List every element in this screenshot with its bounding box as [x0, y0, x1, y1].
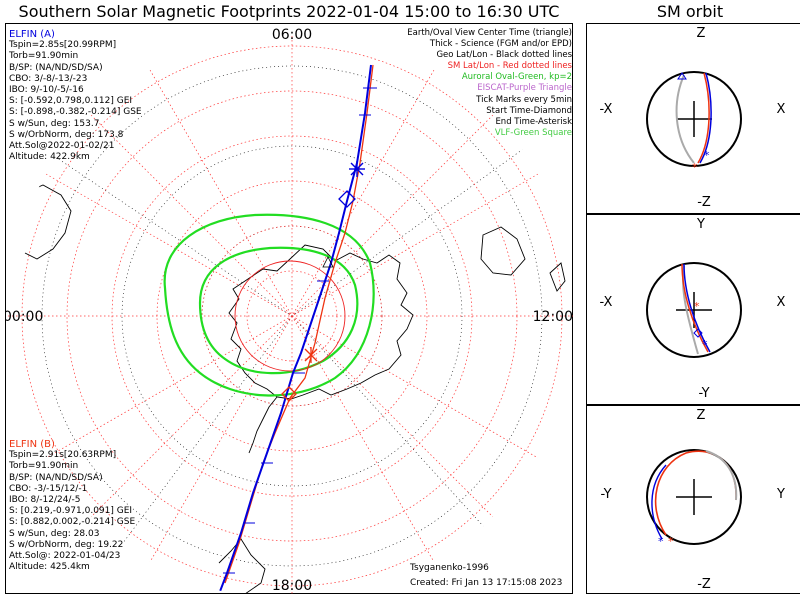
elfin-a-line: S: [-0.898,-0.382,-0.214] GSE	[9, 107, 142, 118]
elfin-a-ticks	[223, 87, 377, 574]
africa-coast	[24, 184, 72, 260]
svg-text:*: *	[704, 149, 710, 162]
svg-text:*: *	[694, 300, 700, 313]
orbit-plot-xy: Y -Y -X X * *	[600, 217, 786, 401]
axis-label-left: -X	[600, 295, 613, 310]
axis-label-top: Z	[697, 408, 706, 423]
axis-label-bottom: -Z	[697, 195, 711, 210]
legend-item: Tick Marks every 5min	[476, 94, 572, 105]
orbit-panel-yz	[586, 405, 800, 594]
legend-item: Geo Lat/Lon - Black dotted lines	[436, 50, 572, 61]
axis-label-left: -X	[600, 102, 613, 117]
footer-author: Tsyganenko-1996	[410, 563, 489, 573]
orbit-plot-yz: Z -Z -Y Y * *	[600, 408, 785, 592]
orbit-panel-xy	[586, 214, 800, 405]
elfin-b-line: Tspin=2.91s[20.63RPM]	[9, 450, 117, 461]
legend-item: Thick - Science (FGM and/or EPD)	[429, 39, 572, 50]
elfin-b-line: Att.Sol@: 2022-01-04/23	[9, 551, 121, 562]
axis-label-top: Y	[696, 217, 705, 232]
elfin-b-start-diamond	[281, 386, 297, 402]
mlt-label-right: 12:00	[533, 309, 573, 325]
footer-created: Created: Fri Jan 13 17:15:08 2023	[410, 578, 563, 588]
legend-item: Start Time-Diamond	[486, 105, 572, 116]
auroral-oval	[163, 213, 375, 397]
elfin-b-name: ELFIN (B)	[9, 439, 55, 450]
elfin-a-line: Att.Sol@2022-01-02/21	[9, 141, 115, 152]
footprint-map: 06:00 18:00 00:00 12:00	[5, 27, 573, 594]
antarctica-coast	[228, 244, 414, 400]
south-america-coast	[218, 538, 266, 594]
axis-label-bottom: -Z	[697, 577, 711, 592]
elfin-a-info: ELFIN (A) Tspin=2.85s[20.99RPM] Torb=91.…	[9, 29, 142, 163]
elfin-a-line: B/SP: (NA/ND/SD/SA)	[9, 62, 103, 73]
legend-item: VLF-Green Square	[494, 127, 572, 138]
svg-text:*: *	[668, 535, 674, 548]
elfin-b-line: S w/OrbNorm, deg: 19.22	[9, 539, 124, 550]
plot-title: Southern Solar Magnetic Footprints 2022-…	[18, 2, 560, 21]
axis-label-left: -Y	[600, 487, 611, 502]
orbit-panel-xz	[586, 23, 800, 214]
orbit-title: SM orbit	[656, 2, 724, 21]
elfin-b-line: S: [0.882,0.002,-0.214] GSE	[9, 517, 136, 528]
new-zealand-coast	[549, 262, 566, 292]
elfin-a-start-diamond	[338, 190, 356, 208]
elfin-b-info: ELFIN (B) Tspin=2.91s[20.63RPM] Torb=91.…	[9, 439, 135, 573]
svg-text:*: *	[658, 535, 664, 548]
elfin-b-line: Altitude: 425.4km	[9, 562, 90, 573]
elfin-b-line: S: [0.219,-0.971,0.091] GEI	[9, 506, 133, 517]
legend-item: EISCAT-Purple Triangle	[477, 83, 572, 94]
elfin-b-line: IBO: 8/-12/24/-5	[9, 495, 81, 506]
elfin-a-line: CBO: 3/-8/-13/-23	[9, 73, 88, 84]
legend-item: Earth/Oval View Center Time (triangle)	[407, 28, 572, 38]
antarctic-peninsula	[248, 396, 278, 454]
elfin-a-line: IBO: 9/-10/-5/-16	[9, 85, 84, 96]
legend-item: SM Lat/Lon - Red dotted lines	[447, 61, 572, 72]
elfin-a-line: S: [-0.592,0.798,0.112] GEI	[9, 96, 133, 107]
svg-text:*: *	[692, 161, 698, 174]
elfin-a-line: Tspin=2.85s[20.99RPM]	[9, 40, 117, 51]
elfin-b-track	[224, 64, 374, 584]
elfin-a-line: S w/Sun, deg: 153.7	[9, 118, 100, 129]
sm-grid	[8, 32, 573, 594]
elfin-b-end-asterisk	[304, 347, 318, 363]
legend-item: Auroral Oval-Green, kp=2	[461, 72, 572, 83]
elfin-b-line: S w/Sun, deg: 28.03	[9, 528, 100, 539]
elfin-a-name: ELFIN (A)	[9, 29, 55, 40]
axis-label-bottom: -Y	[698, 386, 709, 401]
axis-label-top: Z	[697, 26, 706, 41]
elfin-a-line: Torb=91.90min	[9, 51, 79, 62]
legend: Earth/Oval View Center Time (triangle) T…	[407, 28, 572, 139]
elfin-b-line: CBO: -3/-15/12/-1	[9, 483, 88, 494]
elfin-a-line: Altitude: 422.9km	[9, 152, 90, 163]
map-frame	[5, 23, 573, 594]
legend-item: End Time-Asterisk	[495, 116, 572, 127]
axis-label-right: Y	[776, 487, 785, 502]
elfin-a-end-asterisk	[349, 161, 365, 177]
mlt-label-bottom: 18:00	[272, 578, 312, 594]
axis-label-right: X	[777, 295, 786, 310]
svg-text:*: *	[702, 338, 708, 351]
australia-coast	[480, 226, 526, 276]
elfin-b-line: B/SP: (NA/ND/SD/SA)	[9, 472, 103, 483]
elfin-a-track	[218, 64, 372, 594]
view-center-triangle	[322, 256, 334, 268]
mlt-label-left: 00:00	[5, 309, 43, 325]
orbit-plot-xz: Z -Z -X X * *	[600, 26, 786, 210]
elfin-b-line: Torb=91.90min	[9, 461, 79, 472]
axis-label-right: X	[777, 102, 786, 117]
mlt-label-top: 06:00	[272, 27, 312, 43]
elfin-a-line: S w/OrbNorm, deg: 173.8	[9, 129, 124, 140]
